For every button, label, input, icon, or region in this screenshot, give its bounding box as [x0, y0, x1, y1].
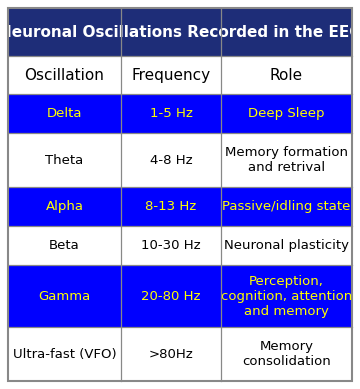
Bar [8, 56, 352, 94]
Text: Perception,
cognition, attention
and memory: Perception, cognition, attention and mem… [221, 275, 352, 318]
Text: 20-80 Hz: 20-80 Hz [141, 290, 201, 303]
Text: 1-5 Hz: 1-5 Hz [149, 107, 193, 120]
Bar [8, 187, 352, 226]
Text: Role: Role [270, 68, 303, 82]
Bar [8, 226, 352, 265]
Text: Theta: Theta [45, 154, 84, 166]
Text: 10-30 Hz: 10-30 Hz [141, 239, 201, 252]
Text: Gamma: Gamma [39, 290, 91, 303]
Text: Oscillation: Oscillation [24, 68, 104, 82]
Text: Ultra-fast (VFO): Ultra-fast (VFO) [13, 348, 116, 361]
Text: Deep Sleep: Deep Sleep [248, 107, 325, 120]
Text: Frequency: Frequency [131, 68, 211, 82]
Text: Alpha: Alpha [45, 200, 84, 213]
Bar [8, 8, 352, 56]
Bar [8, 327, 352, 381]
Text: 8-13 Hz: 8-13 Hz [145, 200, 197, 213]
Text: 4-8 Hz: 4-8 Hz [150, 154, 192, 166]
Text: Neuronal Oscillations Recorded in the EEG: Neuronal Oscillations Recorded in the EE… [0, 25, 360, 40]
Bar [8, 94, 352, 133]
Text: Memory formation
and retrival: Memory formation and retrival [225, 146, 348, 174]
Text: Delta: Delta [47, 107, 82, 120]
Text: >80Hz: >80Hz [149, 348, 193, 361]
Text: Passive/idling state: Passive/idling state [222, 200, 351, 213]
Bar [8, 265, 352, 327]
Bar [8, 133, 352, 187]
Text: Beta: Beta [49, 239, 80, 252]
Text: Memory
consolidation: Memory consolidation [242, 340, 331, 368]
Text: Neuronal plasticity: Neuronal plasticity [224, 239, 349, 252]
